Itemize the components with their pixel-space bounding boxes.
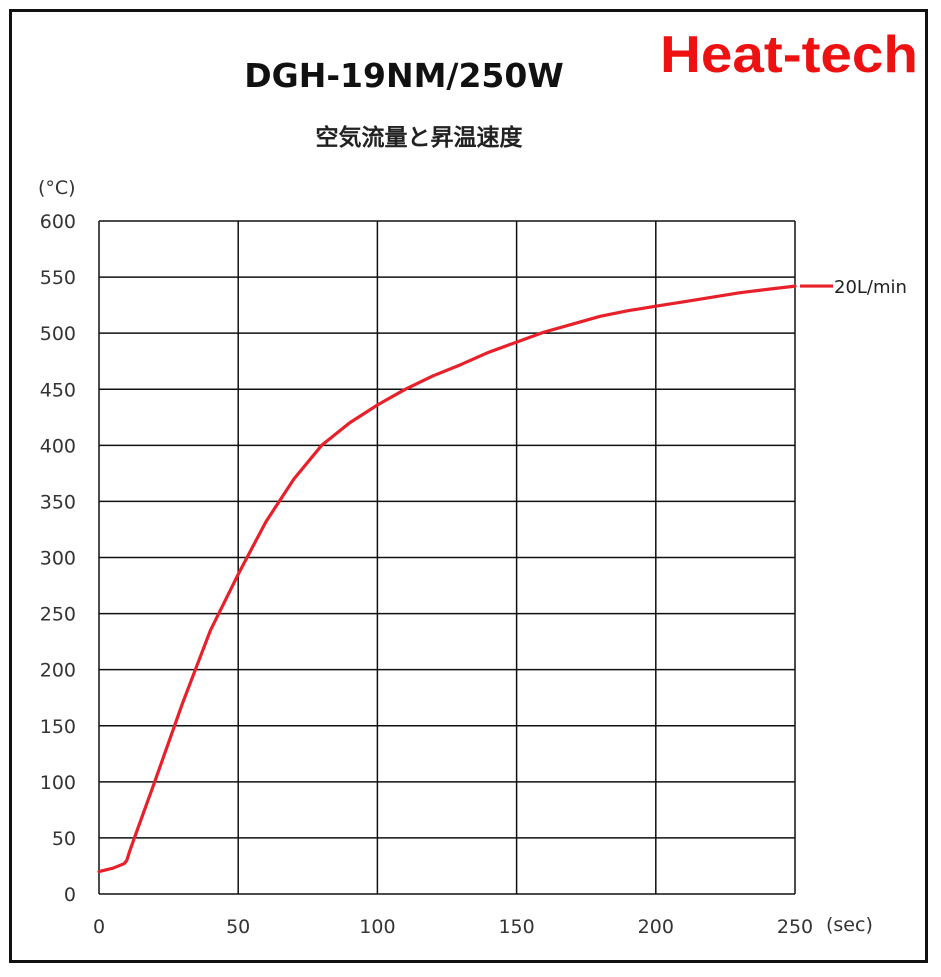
y-tick-label: 550: [40, 267, 76, 289]
y-tick-label: 600: [40, 211, 76, 233]
x-axis-ticks: 0 50 100 150 200 250: [93, 916, 813, 938]
chart-frame: [9, 9, 928, 963]
series-label: 20L/min: [834, 277, 907, 298]
x-tick-label: 200: [638, 916, 674, 938]
y-tick-label: 0: [64, 884, 76, 906]
x-axis-unit-label: (sec): [826, 914, 873, 936]
y-tick-label: 200: [40, 660, 76, 682]
chart-subtitle: 空気流量と昇温速度: [315, 125, 523, 151]
x-tick-label: 50: [226, 916, 250, 938]
x-tick-label: 100: [359, 916, 395, 938]
y-tick-label: 500: [40, 323, 76, 345]
grid: [98, 220, 796, 895]
y-tick-label: 400: [40, 435, 76, 457]
y-tick-label: 100: [40, 772, 76, 794]
series-line: [97, 284, 797, 874]
chart-title: DGH-19NM/250W: [244, 56, 564, 95]
y-tick-label: 150: [40, 716, 76, 738]
brand-logo: Heat-tech: [660, 26, 918, 80]
x-tick-label: 0: [93, 916, 105, 938]
x-tick-label: 250: [777, 916, 813, 938]
y-tick-label: 350: [40, 491, 76, 513]
y-tick-label: 250: [40, 604, 76, 626]
brand-logo-text: Heat-tech: [660, 26, 918, 80]
y-tick-label: 300: [40, 548, 76, 570]
y-axis-unit-label: (°C): [38, 177, 76, 199]
y-tick-label: 450: [40, 379, 76, 401]
x-tick-label: 150: [498, 916, 534, 938]
y-tick-label: 50: [52, 828, 76, 850]
series: 20L/min: [97, 277, 907, 874]
y-axis-ticks: 0 50 100 150 200 250 300 350 400 450 500 550 600: [40, 211, 76, 906]
